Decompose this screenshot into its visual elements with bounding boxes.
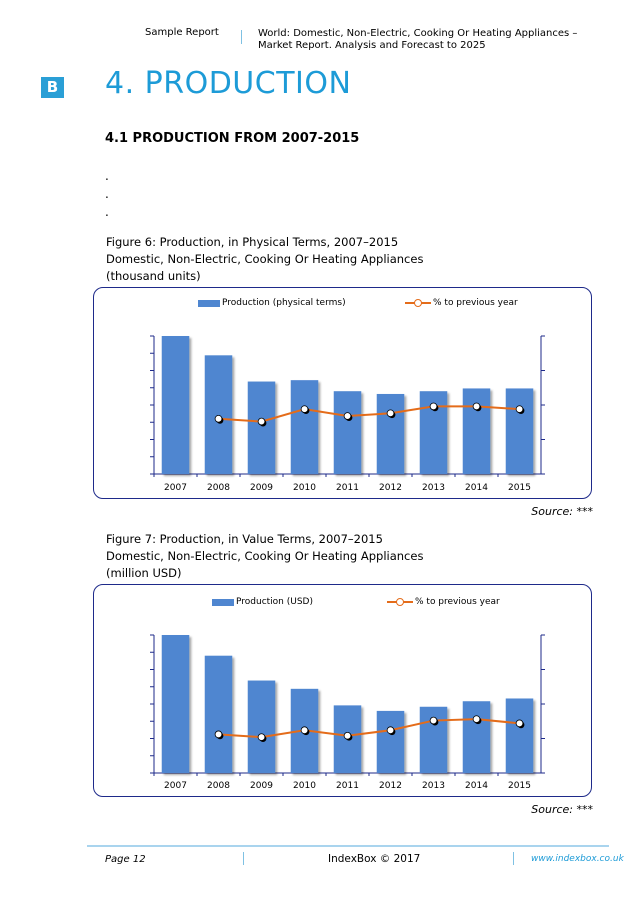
bar-2015	[505, 698, 534, 773]
line-point	[214, 415, 223, 423]
bar-2008	[204, 355, 233, 474]
footer-copyright: IndexBox © 2017	[328, 853, 421, 865]
chart-legend-line-item: % to previous year	[405, 298, 518, 308]
figure-units: (thousand units)	[106, 269, 201, 283]
bar-2012	[376, 393, 405, 474]
x-tick-label: 2009	[250, 781, 273, 791]
x-tick-label: 2011	[336, 483, 359, 493]
line-point	[386, 726, 395, 735]
production-physical-chart: 2007 2008 2009 2010 2011 2012 2013 2014 2015 Pro…	[93, 287, 592, 499]
figure-subcaption: Domestic, Non-Electric, Cooking Or Heati…	[106, 549, 424, 563]
header-report-type: Sample Report	[145, 27, 219, 38]
x-tick-label: 2011	[336, 781, 359, 791]
x-tick-label: 2013	[422, 781, 445, 791]
x-tick-label: 2012	[379, 483, 402, 493]
bar-2014	[462, 388, 491, 474]
line-point	[386, 409, 395, 418]
bar-2013	[419, 706, 448, 773]
section-title: 4. PRODUCTION	[105, 66, 352, 101]
bar-2007	[161, 635, 190, 773]
bar-2011	[333, 391, 362, 474]
line-point	[257, 733, 266, 741]
footer-separator	[243, 852, 244, 865]
line-series	[218, 718, 520, 739]
line-point	[300, 405, 309, 413]
bar-2008	[204, 655, 233, 773]
x-tick-label: 2007	[164, 483, 187, 493]
page-number: Page 12	[105, 854, 146, 865]
legend-bar-swatch	[212, 598, 234, 606]
line-point	[300, 726, 309, 735]
x-tick-label: 2014	[465, 781, 488, 791]
legend-bar-swatch	[198, 299, 220, 307]
x-tick-label: 2008	[207, 483, 230, 493]
brand-logo: B	[41, 77, 64, 98]
x-tick-label: 2012	[379, 781, 402, 791]
bar-2012	[376, 710, 405, 773]
x-tick-label: 2015	[508, 781, 531, 791]
figure-subcaption: Domestic, Non-Electric, Cooking Or Heati…	[106, 252, 424, 266]
legend-bar-label: Production (physical terms)	[222, 298, 346, 308]
chart-plot: 2007 2008 2009 2010 2011 2012 2013 2014 2015	[150, 634, 545, 791]
x-tick-label: 2014	[465, 483, 488, 493]
line-point	[472, 715, 481, 723]
legend-line-swatch	[387, 597, 413, 607]
bar-2007	[161, 336, 190, 474]
placeholder-dot: .	[105, 169, 109, 183]
legend-bar-label: Production (USD)	[236, 597, 313, 607]
chart-legend-bar-item: Production (physical terms)	[198, 298, 346, 308]
chart-legend-line-item: % to previous year	[387, 597, 500, 607]
figure-source: Source: ***	[531, 505, 593, 518]
line-point	[214, 730, 223, 739]
line-point	[343, 412, 352, 420]
x-tick-label: 2010	[293, 781, 316, 791]
line-point	[343, 731, 352, 740]
placeholder-dot: .	[105, 187, 109, 201]
legend-line-label: % to previous year	[433, 298, 518, 308]
chart-legend-bar-item: Production (USD)	[212, 597, 313, 607]
figure-caption: Figure 6: Production, in Physical Terms,…	[106, 235, 399, 249]
x-tick-label: 2009	[250, 483, 273, 493]
line-series	[218, 405, 520, 423]
bar-2015	[505, 388, 534, 474]
header-report-title: World: Domestic, Non-Electric, Cooking O…	[258, 28, 578, 51]
line-point	[515, 405, 524, 413]
line-point	[429, 716, 438, 725]
placeholder-dot: .	[105, 205, 109, 219]
x-tick-label: 2013	[422, 483, 445, 493]
legend-line-swatch	[405, 298, 431, 308]
bar-2014	[462, 701, 491, 773]
bar-2009	[247, 680, 276, 773]
line-point	[429, 402, 438, 411]
bar-2010	[290, 380, 319, 474]
footer-separator	[513, 852, 514, 865]
line-point	[515, 719, 524, 728]
footer-divider	[87, 845, 609, 847]
figure-units: (million USD)	[106, 566, 182, 580]
line-point	[472, 402, 481, 411]
subsection-title: 4.1 PRODUCTION FROM 2007-2015	[105, 131, 360, 146]
figure-source: Source: ***	[531, 803, 593, 816]
legend-line-label: % to previous year	[415, 597, 500, 607]
line-point	[257, 417, 266, 426]
x-tick-label: 2015	[508, 483, 531, 493]
x-tick-label: 2010	[293, 483, 316, 493]
header-divider	[241, 30, 242, 44]
bar-2009	[247, 381, 276, 474]
x-tick-label: 2007	[164, 781, 187, 791]
chart-plot: 2007 2008 2009 2010 2011 2012 2013 2014 2015	[150, 335, 545, 493]
x-tick-label: 2008	[207, 781, 230, 791]
production-value-chart: 2007 2008 2009 2010 2011 2012 2013 2014 2015 Pro…	[93, 584, 592, 797]
footer-website-link[interactable]: www.indexbox.co.uk	[531, 854, 624, 864]
figure-caption: Figure 7: Production, in Value Terms, 20…	[106, 532, 383, 546]
